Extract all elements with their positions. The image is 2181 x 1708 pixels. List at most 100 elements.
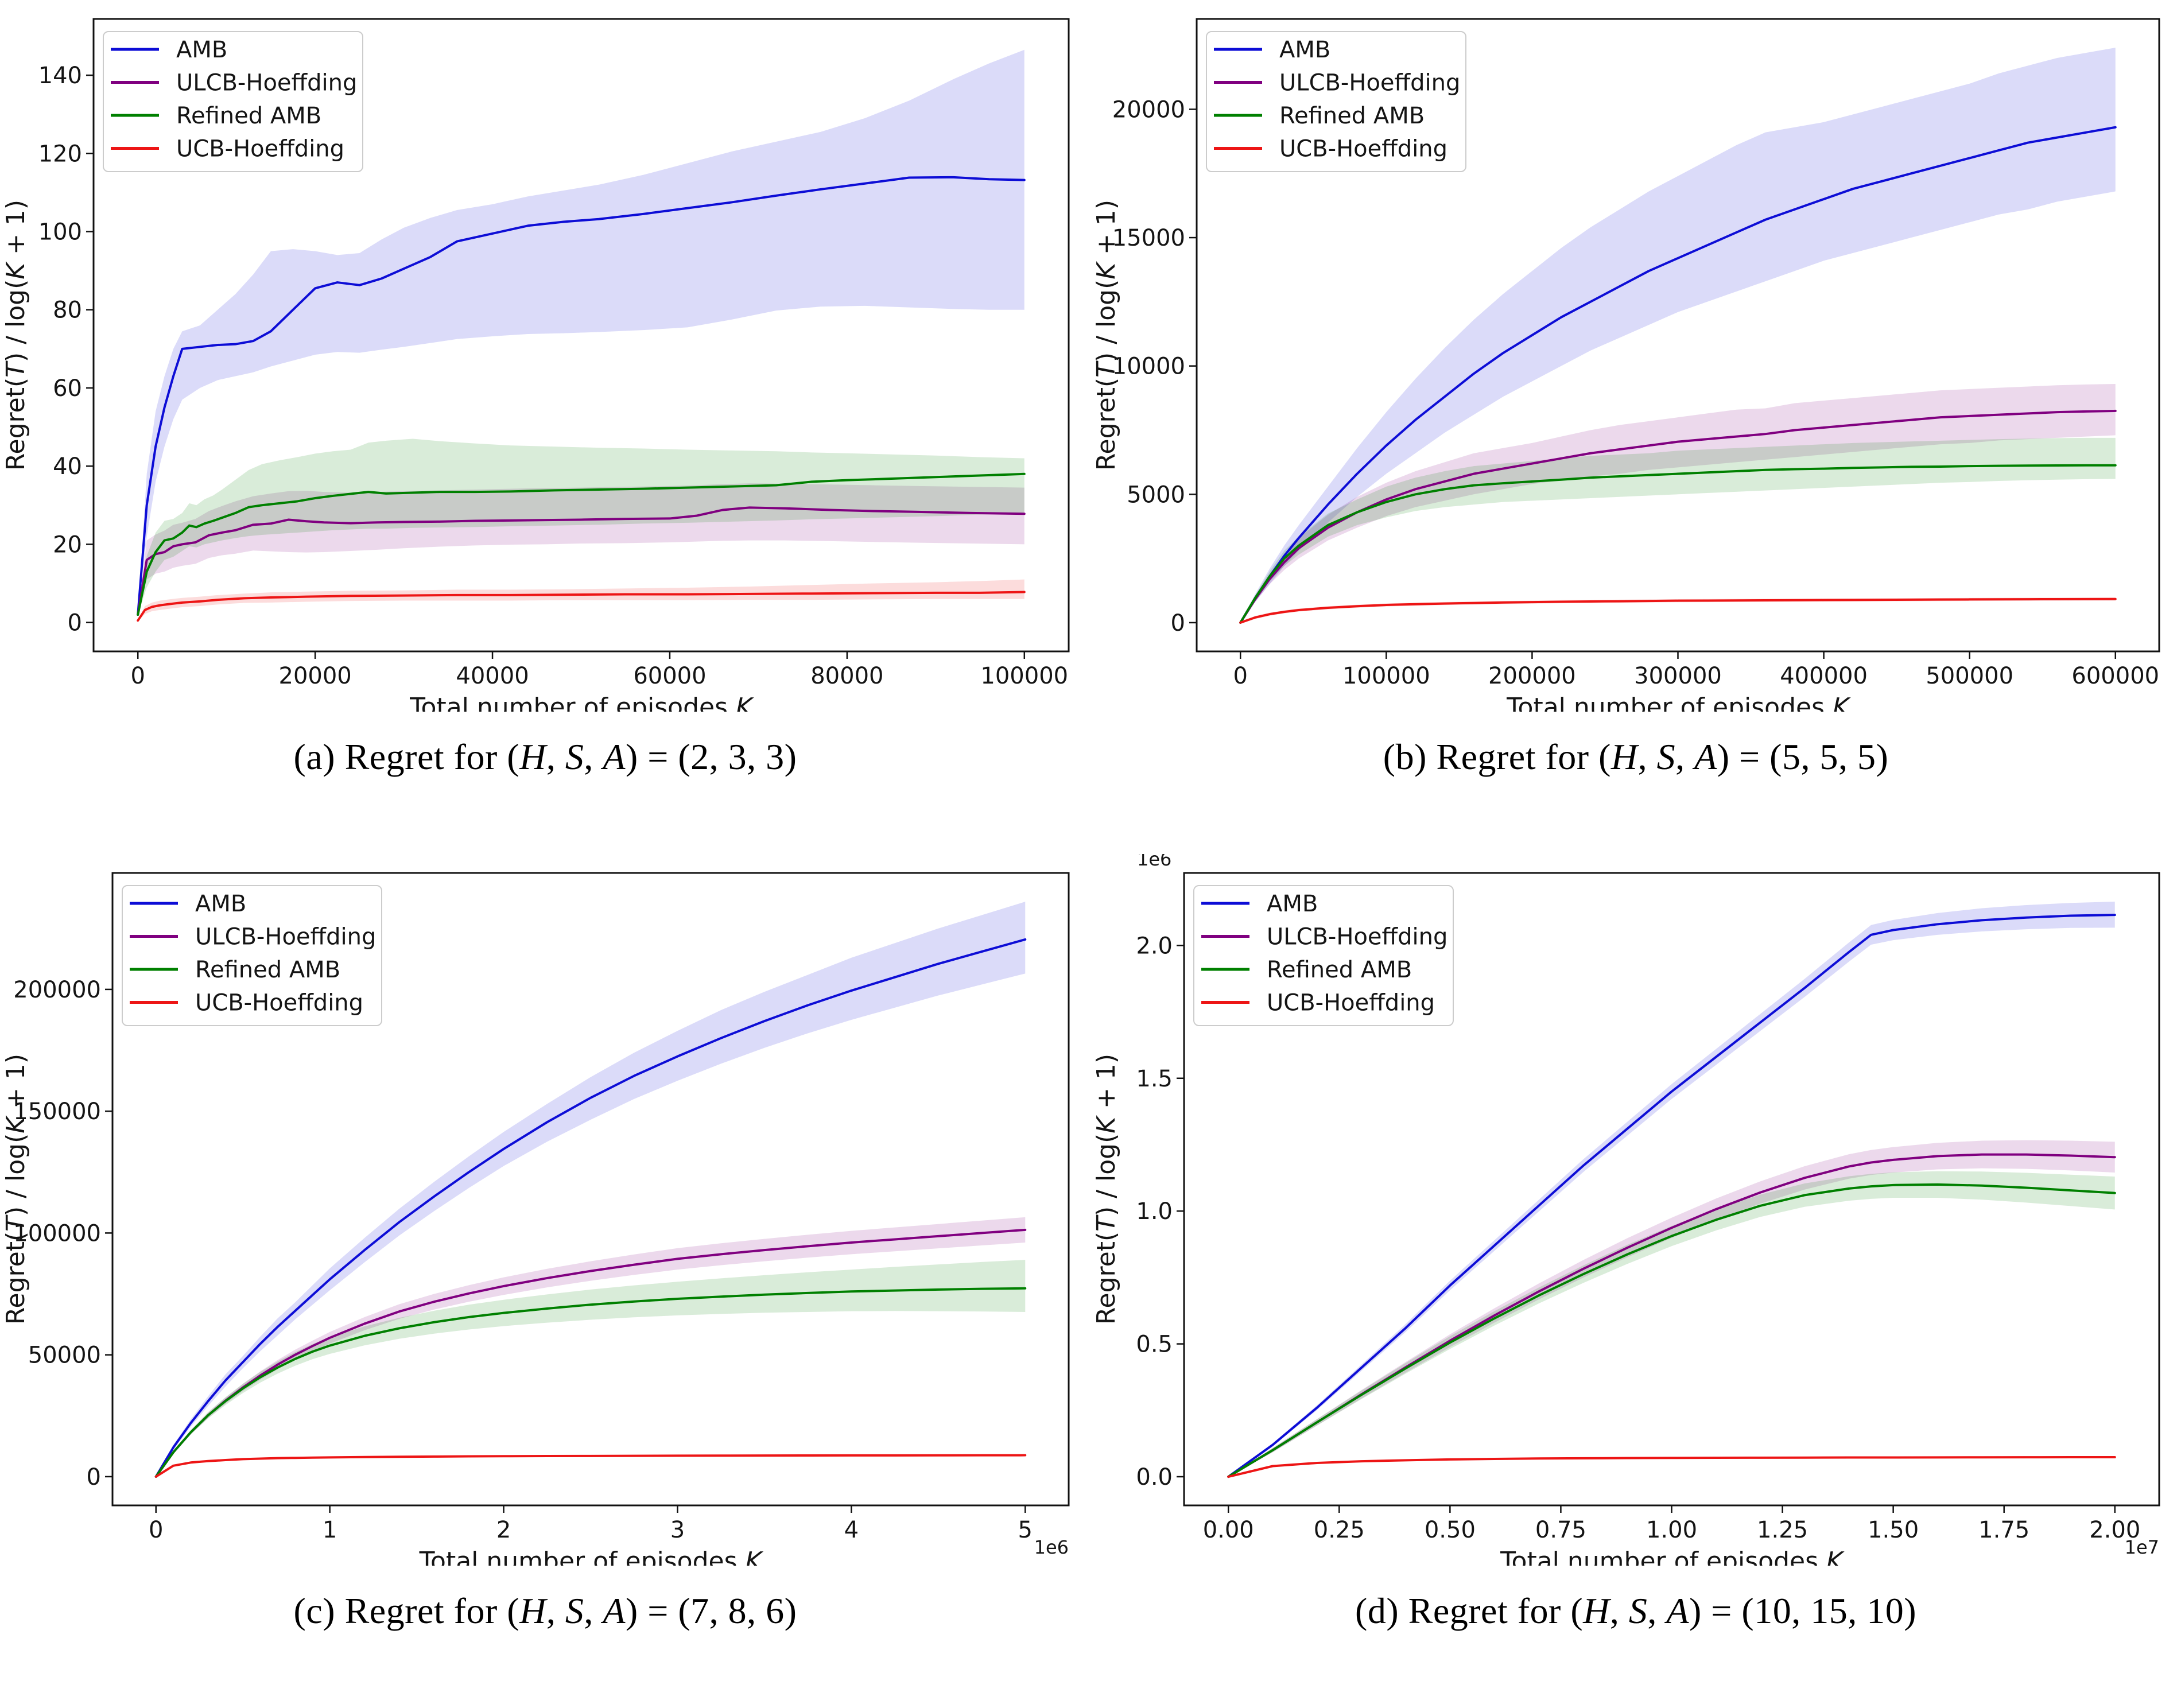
line-refined-amb: [154, 1287, 1027, 1478]
chart-a: 0 20000 40000 60000 80000 100000 0 20 40 60 80 100 1…: [1, 18, 1070, 712]
x-tick-label: 300000: [1634, 663, 1722, 689]
y-tick-label: 20000: [1112, 96, 1185, 123]
legend-label-ucb-hoeffding: UCB-Hoeffding: [176, 136, 344, 162]
legend-label-refined-amb: Refined AMB: [1267, 957, 1412, 983]
legend-box: [1206, 31, 1466, 172]
y-axis-label: Regret(T) / log(K + 1): [1, 200, 30, 471]
legend: AMB ULCB-Hoeffding Refined AMB UCB-Hoeffdin…: [1193, 885, 1454, 1026]
x-axis-label: Total number of episodes K: [409, 693, 754, 712]
line-refined-amb: [1227, 1183, 2116, 1478]
y-tick-label: 100000: [13, 1220, 101, 1247]
y-tick-label: 1.5: [1136, 1066, 1173, 1092]
band-refined-amb: [156, 1260, 1026, 1477]
legend-label-amb: AMB: [1279, 37, 1330, 63]
x-tick-label: 0.25: [1314, 1517, 1365, 1543]
x-tick-label: 400000: [1780, 663, 1868, 689]
x-tick-label: 0.50: [1425, 1517, 1476, 1543]
legend-label-ulcb-hoeffding: ULCB-Hoeffding: [1279, 70, 1460, 96]
panel-c: 0 1 2 3 4 5 0 50000 100000 150000 200000 Total numb…: [0, 854, 1090, 1708]
legend-label-ucb-hoeffding: UCB-Hoeffding: [1267, 990, 1435, 1016]
x-tick-label: 2.00: [2089, 1517, 2140, 1543]
line-refined-amb: [137, 472, 1026, 616]
x-tick-label: 4: [844, 1517, 859, 1543]
x-tick-label: 0.00: [1203, 1517, 1254, 1543]
line-ulcb-hoeffding: [1239, 409, 2117, 624]
y-tick-label: 60: [53, 375, 82, 402]
band-ucb-hoeffding: [138, 579, 1024, 622]
x-tick-label: 1.50: [1868, 1517, 1919, 1543]
chart-d: 0.00 0.25 0.50 0.75 1.00 1.25 1.50 1.75 2.00 0.0 0…: [1092, 854, 2160, 1566]
legend-label-ucb-hoeffding: UCB-Hoeffding: [195, 990, 363, 1016]
y-tick-label: 10000: [1112, 354, 1185, 380]
band-refined-amb: [1228, 1171, 2115, 1477]
legend-label-refined-amb: Refined AMB: [1279, 103, 1425, 129]
legend: AMB ULCB-Hoeffding Refined AMB UCB-Hoeffdin…: [103, 31, 363, 172]
band-ulcb-hoeffding: [138, 483, 1024, 615]
x-tick-label: 3: [670, 1517, 685, 1543]
x-tick-label: 1.25: [1757, 1517, 1808, 1543]
y-tick-label: 100: [38, 219, 82, 246]
x-axis-label: Total number of episodes K: [1500, 1547, 1845, 1566]
legend-label-refined-amb: Refined AMB: [176, 103, 321, 129]
y-axis-offset-label: 1e6: [1137, 854, 1171, 870]
plot-frame: [92, 18, 1070, 653]
y-tick-label: 0: [1171, 610, 1185, 636]
legend-label-amb: AMB: [176, 37, 227, 63]
x-tick-label: 40000: [456, 663, 529, 689]
caption-a: (a) Regret for (H, S, A) = (2, 3, 3): [293, 736, 797, 777]
y-axis-label: Regret(T) / log(K + 1): [1092, 1054, 1121, 1325]
y-tick-label: 140: [38, 63, 82, 89]
line-refined-amb: [1239, 464, 2117, 624]
x-tick-label: 200000: [1488, 663, 1576, 689]
y-tick-label: 5000: [1127, 482, 1185, 508]
legend-label-refined-amb: Refined AMB: [195, 957, 340, 983]
band-amb: [156, 902, 1026, 1477]
chart-b: 0 100000 200000 300000 400000 500000 600000 0 50…: [1092, 18, 2160, 712]
y-tick-label: 20: [53, 531, 82, 558]
legend-box: [122, 885, 382, 1026]
x-tick-label: 20000: [279, 663, 352, 689]
legend-label-amb: AMB: [195, 891, 246, 917]
y-tick-label: 50000: [28, 1342, 101, 1369]
line-ucb-hoeffding: [1227, 1455, 2116, 1478]
band-refined-amb: [1240, 437, 2116, 623]
x-tick-label: 600000: [2071, 663, 2159, 689]
band-ulcb-hoeffding: [1240, 383, 2116, 623]
y-tick-label: 2.0: [1136, 933, 1173, 959]
line-ucb-hoeffding: [154, 1454, 1027, 1478]
x-tick-label: 60000: [633, 663, 706, 689]
line-ulcb-hoeffding: [137, 506, 1026, 616]
y-tick-label: 0: [87, 1464, 101, 1490]
x-tick-label: 100000: [1342, 663, 1430, 689]
x-axis-label: Total number of episodes K: [419, 1547, 764, 1566]
legend-label-ulcb-hoeffding: ULCB-Hoeffding: [195, 924, 376, 950]
panel-a: 0 20000 40000 60000 80000 100000 0 20 40 60 80 100 1…: [0, 0, 1090, 854]
y-tick-label: 0: [68, 610, 82, 636]
line-amb: [154, 938, 1027, 1478]
legend: AMB ULCB-Hoeffding Refined AMB UCB-Hoeffdin…: [122, 885, 382, 1026]
line-ucb-hoeffding: [137, 591, 1026, 622]
legend-box: [1193, 885, 1454, 1026]
x-tick-label: 1.75: [1978, 1517, 2029, 1543]
panel-b: 0 100000 200000 300000 400000 500000 600000 0 50…: [1090, 0, 2181, 854]
x-tick-label: 80000: [810, 663, 883, 689]
legend-box: [103, 31, 363, 172]
legend-label-amb: AMB: [1267, 891, 1318, 917]
x-tick-label: 1: [323, 1517, 337, 1543]
x-axis-label: Total number of episodes K: [1506, 693, 1851, 712]
y-axis-label: Regret(T) / log(K + 1): [1, 1054, 30, 1325]
y-tick-label: 150000: [13, 1098, 101, 1125]
x-tick-label: 0: [131, 663, 145, 689]
caption-d: (d) Regret for (H, S, A) = (10, 15, 10): [1355, 1590, 1916, 1631]
line-ucb-hoeffding: [1239, 597, 2117, 624]
line-amb: [1239, 126, 2117, 624]
y-tick-label: 80: [53, 297, 82, 324]
x-tick-label: 100000: [980, 663, 1068, 689]
line-amb: [137, 176, 1026, 616]
x-tick-label: 1.00: [1646, 1517, 1697, 1543]
x-axis-offset-label: 1e6: [1034, 1536, 1069, 1558]
chart-c: 0 1 2 3 4 5 0 50000 100000 150000 200000 Total numb…: [1, 872, 1070, 1566]
panel-d: 0.00 0.25 0.50 0.75 1.00 1.25 1.50 1.75 2.00 0.0 0…: [1090, 854, 2181, 1708]
